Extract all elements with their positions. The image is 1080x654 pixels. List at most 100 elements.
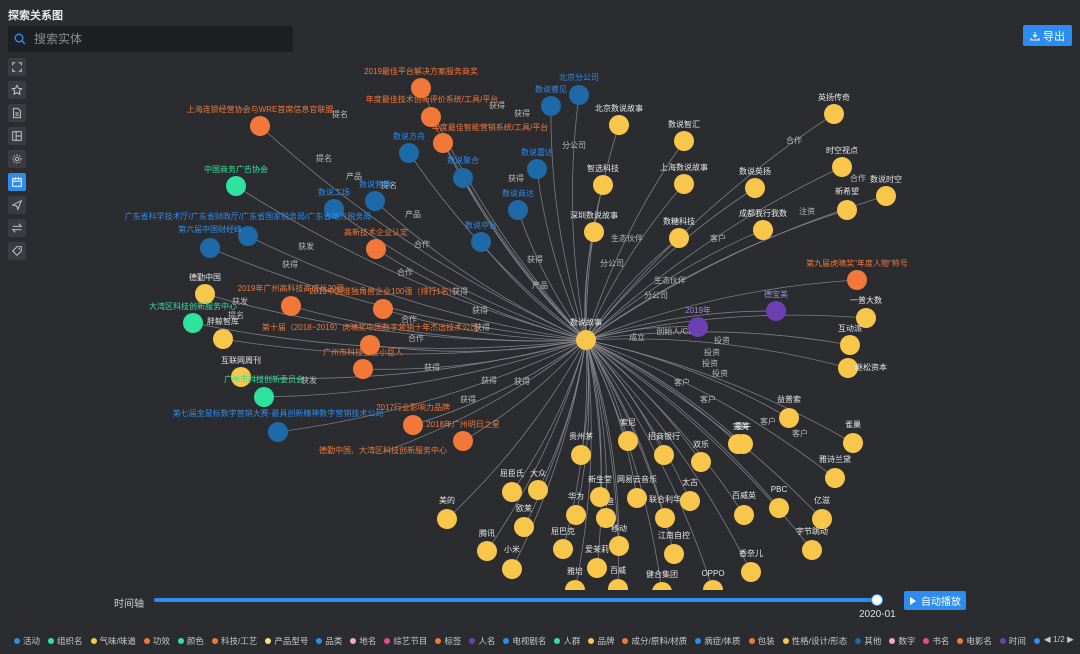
node-circle[interactable] <box>590 487 610 507</box>
graph-node[interactable]: 索尼 <box>618 417 638 451</box>
node-circle[interactable] <box>437 509 457 529</box>
graph-node[interactable]: 数说智汇 <box>668 119 700 151</box>
expand-tool-button[interactable] <box>8 58 26 76</box>
graph-node[interactable]: 数说商达 <box>502 188 534 220</box>
node-circle[interactable] <box>453 431 473 451</box>
graph-node[interactable]: 数说时空 <box>870 174 902 206</box>
node-circle[interactable] <box>421 107 441 127</box>
graph-node[interactable]: 2017行业影响力品牌 <box>376 402 450 435</box>
graph-node[interactable]: 美的 <box>437 495 457 529</box>
prev-page-icon[interactable]: ◀ <box>1044 634 1051 644</box>
node-circle[interactable] <box>502 482 522 502</box>
graph-node[interactable]: 智选科技 <box>587 163 619 195</box>
layout-tool-button[interactable] <box>8 127 26 145</box>
autoplay-button[interactable]: 自动播放 <box>904 591 966 610</box>
node-circle[interactable] <box>832 157 852 177</box>
export-button[interactable]: 导出 <box>1023 25 1072 46</box>
graph-node[interactable]: 数说工场 <box>318 187 350 219</box>
node-circle[interactable] <box>680 491 700 511</box>
node-circle[interactable] <box>587 558 607 578</box>
graph-node[interactable]: 北京数说故事 <box>595 103 643 135</box>
node-circle[interactable] <box>824 104 844 124</box>
node-circle[interactable] <box>433 133 453 153</box>
node-circle[interactable] <box>691 452 711 472</box>
legend-item[interactable]: 书名 <box>923 635 949 647</box>
graph-node[interactable]: 胖鲸智库 <box>207 316 239 349</box>
calendar-tool-button[interactable] <box>8 173 26 191</box>
legend-item[interactable]: 包装 <box>748 635 775 647</box>
legend-item[interactable]: 活动 <box>14 635 40 647</box>
node-circle[interactable] <box>840 335 860 355</box>
graph-node[interactable]: 雅诗兰黛 <box>819 454 851 488</box>
node-circle[interactable] <box>584 222 604 242</box>
node-circle[interactable] <box>837 200 857 220</box>
legend-item[interactable]: 数字 <box>889 635 915 647</box>
node-circle[interactable] <box>360 335 380 355</box>
node-circle[interactable] <box>609 536 629 556</box>
node-circle[interactable] <box>812 509 832 529</box>
graph-node[interactable]: 一普大数 <box>850 295 882 328</box>
node-circle[interactable] <box>608 579 628 590</box>
node-circle[interactable] <box>766 301 786 321</box>
graph-node[interactable]: 新希望 <box>835 186 859 220</box>
node-circle[interactable] <box>609 115 629 135</box>
node-circle[interactable] <box>876 186 896 206</box>
node-circle[interactable] <box>674 131 694 151</box>
graph-node[interactable]: 第七届金鼠标数字营销大赛-最具创新精神数字营销技术公司 <box>173 408 384 442</box>
graph-node[interactable]: 广东省科学技术厅/广东省财政厅/广东省国家税务局/广东省地方税务局 <box>125 211 372 246</box>
graph-node[interactable]: 宇节跳动 <box>796 526 828 560</box>
graph-node[interactable]: OPPO <box>701 569 725 590</box>
graph-node[interactable]: 大众 <box>528 468 548 500</box>
node-circle[interactable] <box>477 541 497 561</box>
graph-node[interactable]: 成都我行我数 <box>739 208 787 240</box>
node-circle[interactable] <box>254 387 274 407</box>
node-circle[interactable] <box>571 445 591 465</box>
legend-item[interactable]: 标签 <box>435 635 461 647</box>
legend-item[interactable]: 其他 <box>855 635 881 647</box>
node-circle[interactable] <box>733 434 753 454</box>
swap-tool-button[interactable] <box>8 219 26 237</box>
graph-node[interactable]: PBC <box>769 485 789 518</box>
node-circle[interactable] <box>195 284 215 304</box>
search-input[interactable] <box>32 31 276 47</box>
graph-node[interactable]: 联合利华 <box>649 494 681 528</box>
center-node[interactable]: 数说故事 <box>570 317 602 350</box>
node-circle[interactable] <box>664 544 684 564</box>
legend-item[interactable]: 品类 <box>316 635 342 647</box>
legend-item[interactable]: 科技/工艺 <box>211 635 257 647</box>
node-circle[interactable] <box>669 228 689 248</box>
graph-node[interactable]: 年度最佳智能营销系统/工具/平台 <box>432 122 548 153</box>
graph-node[interactable]: 高新技术企业认定 <box>344 227 408 259</box>
node-circle[interactable] <box>838 358 858 378</box>
graph-node[interactable]: 德勤中国、大湾区科技创新服务中心 <box>319 445 447 455</box>
node-circle[interactable] <box>856 308 876 328</box>
node-circle[interactable] <box>366 239 386 259</box>
graph-node[interactable]: 屈巴克 <box>551 527 575 559</box>
node-circle[interactable] <box>200 238 220 258</box>
node-circle[interactable] <box>365 191 385 211</box>
graph-node[interactable]: 年度最佳技术创新评价系统/工具/平台 <box>366 94 498 127</box>
timeline-track[interactable] <box>154 598 877 602</box>
graph-node[interactable]: 上海连锁经营协会与WRE首席信息官联盟 <box>187 104 334 136</box>
graph-node[interactable]: 太古 <box>680 477 700 511</box>
graph-node[interactable]: 招商银行 <box>648 431 680 465</box>
graph-node[interactable]: 数说中台 <box>465 220 497 252</box>
graph-node[interactable]: 数糖科技 <box>663 216 695 248</box>
legend-item[interactable]: 品牌 <box>588 635 614 647</box>
search-box[interactable] <box>8 26 293 52</box>
graph-node[interactable]: 数说聚合 <box>447 155 479 188</box>
graph-node[interactable]: 豪牛 <box>733 421 753 454</box>
node-circle[interactable] <box>674 174 694 194</box>
node-circle[interactable] <box>502 559 522 579</box>
graph-node[interactable]: 香奈儿 <box>739 548 763 582</box>
graph-node[interactable]: 华为 <box>566 491 586 525</box>
node-circle[interactable] <box>238 226 258 246</box>
node-circle[interactable] <box>627 488 647 508</box>
node-circle[interactable] <box>541 96 561 116</box>
legend-item[interactable]: 产品型号 <box>265 635 308 647</box>
graph-node[interactable]: 第六届中国财经峰 <box>178 224 242 258</box>
graph-node[interactable]: 数说英扬 <box>739 166 771 198</box>
legend-item[interactable]: 电视剧名 <box>503 635 546 647</box>
node-circle[interactable] <box>593 175 613 195</box>
